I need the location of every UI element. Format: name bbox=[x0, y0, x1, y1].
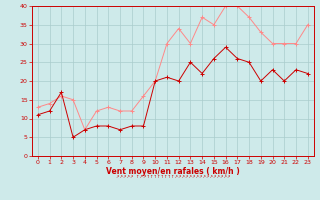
X-axis label: Vent moyen/en rafales ( km/h ): Vent moyen/en rafales ( km/h ) bbox=[106, 167, 240, 176]
Text: ↗↗↗↗↗  ↑↗↗↑↑↑↑↑↑↑↑↗↗↗↗↗↗↗↗↗↗↗↗↗↗↗↗: ↗↗↗↗↗ ↑↗↗↑↑↑↑↑↑↑↑↗↗↗↗↗↗↗↗↗↗↗↗↗↗↗↗ bbox=[116, 176, 230, 180]
